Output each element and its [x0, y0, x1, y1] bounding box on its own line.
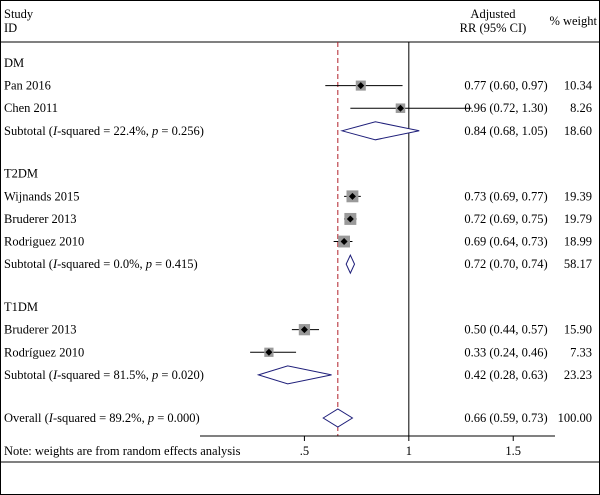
study-ci-text: 0.72 (0.69, 0.75) [464, 212, 547, 226]
point-estimate [300, 326, 308, 334]
x-tick-label: 1 [406, 444, 412, 458]
point-estimate [265, 348, 273, 356]
group-label: DM [4, 56, 24, 70]
point-estimate [396, 104, 404, 112]
footnote: Note: weights are from random effects an… [4, 444, 241, 458]
study-ci-text: 0.73 (0.69, 0.77) [464, 189, 547, 203]
header-adjusted: Adjusted [470, 7, 516, 21]
subtotal-label: Subtotal (I-squared = 22.4%, p = 0.256) [4, 124, 204, 138]
point-estimate [348, 192, 356, 200]
subtotal-ci-text: 0.84 (0.68, 1.05) [464, 124, 547, 138]
point-estimate [357, 82, 365, 90]
overall-weight: 100.00 [558, 411, 592, 425]
study-weight: 18.99 [564, 235, 592, 249]
study-label: Chen 2011 [4, 101, 58, 115]
study-weight: 8.26 [570, 101, 592, 115]
study-label: Rodríguez 2010 [4, 345, 84, 359]
point-estimate [346, 215, 354, 223]
header-weight: % weight [549, 14, 597, 28]
subtotal-weight: 23.23 [564, 368, 592, 382]
study-ci-text: 0.96 (0.72, 1.30) [464, 101, 547, 115]
study-weight: 19.39 [564, 189, 592, 203]
study-weight: 15.90 [564, 323, 592, 337]
study-label: Pan 2016 [4, 79, 51, 93]
point-estimate [340, 238, 348, 246]
study-label: Bruderer 2013 [4, 323, 77, 337]
header-id: ID [4, 21, 17, 35]
overall-ci-text: 0.66 (0.59, 0.73) [464, 411, 547, 425]
subtotal-diamond [345, 253, 356, 275]
study-label: Rodriguez 2010 [4, 235, 84, 249]
x-axis: .5 1 1.5 [300, 436, 521, 458]
header-study: Study [4, 7, 34, 21]
subtotal-diamond [340, 121, 420, 141]
subtotal-weight: 58.17 [564, 257, 592, 271]
study-weight: 19.79 [564, 212, 592, 226]
subtotal-weight: 18.60 [564, 124, 592, 138]
subtotal-ci-text: 0.42 (0.28, 0.63) [464, 368, 547, 382]
header-rr-ci: RR (95% CI) [460, 21, 527, 35]
rows-layer: DM Pan 2016 0.77 (0.60, 0.97) 10.34 Chen 201… [4, 56, 593, 425]
study-ci-text: 0.50 (0.44, 0.57) [464, 323, 547, 337]
study-label: Wijnands 2015 [4, 189, 80, 203]
subtotal-label: Subtotal (I-squared = 0.0%, p = 0.415) [4, 257, 198, 271]
x-tick-label: .5 [300, 444, 309, 458]
subtotal-ci-text: 0.72 (0.70, 0.74) [464, 257, 547, 271]
group-label: T1DM [4, 300, 38, 314]
overall-label: Overall (I-squared = 89.2%, p = 0.000) [4, 411, 200, 425]
plot-layer [250, 42, 472, 436]
overall-diamond [322, 408, 354, 428]
study-ci-text: 0.77 (0.60, 0.97) [464, 79, 547, 93]
study-weight: 7.33 [570, 345, 592, 359]
study-ci-text: 0.33 (0.24, 0.46) [464, 345, 547, 359]
study-weight: 10.34 [564, 79, 593, 93]
study-ci-text: 0.69 (0.64, 0.73) [464, 235, 547, 249]
subtotal-diamond [256, 365, 332, 385]
group-label: T2DM [4, 167, 38, 181]
x-tick-label: 1.5 [505, 444, 521, 458]
study-label: Bruderer 2013 [4, 212, 77, 226]
subtotal-label: Subtotal (I-squared = 81.5%, p = 0.020) [4, 368, 204, 382]
